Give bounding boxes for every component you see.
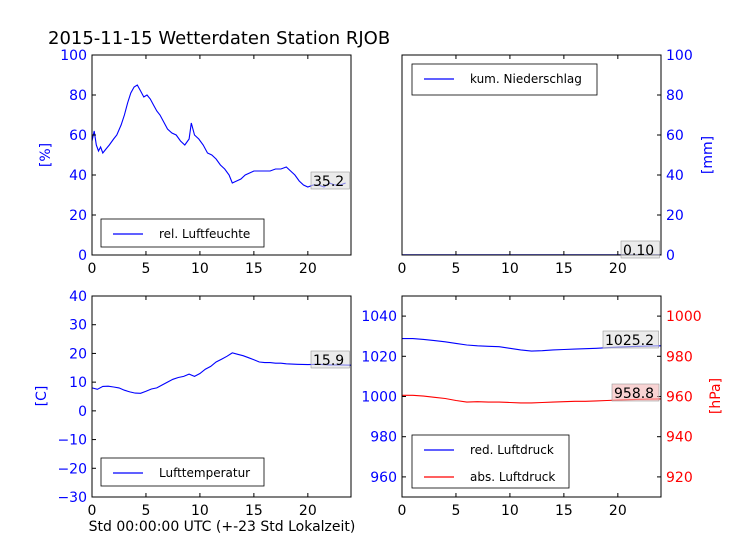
x-tick-label: 20	[299, 503, 317, 519]
y-tick-label: 40	[69, 289, 87, 305]
y-tick-label-right: 20	[666, 208, 684, 224]
last-value-label: 15.9	[313, 353, 344, 369]
y-axis-label: [mm]	[700, 136, 716, 174]
y-tick-label: 20	[69, 208, 87, 224]
y-tick-label: 100	[60, 48, 87, 64]
last-value-label: 958.8	[614, 386, 654, 402]
y-tick-label-right: 940	[666, 430, 693, 446]
y-tick-label-right: 920	[666, 470, 693, 486]
panel-precipitation: 0 5 10 15 20 0 20 40 60 80 100 [mm] kum. Niederschla…	[398, 48, 716, 277]
y-tick-label-right: 40	[666, 168, 684, 184]
x-tick-label: 20	[609, 503, 627, 519]
x-tick-label: 0	[398, 503, 407, 519]
y-tick-label-right: 1000	[666, 309, 702, 325]
y-tick-label-right: 100	[666, 48, 693, 64]
series-line	[91, 352, 352, 394]
panel-temperature: 0 5 10 15 20 −30 −20 −10 0 10 20 30 40 [C] Lufttempera…	[34, 289, 352, 519]
legend-box	[411, 434, 570, 489]
panel-pressure: 0 5 10 15 20 960 980 1000 1020 1040 920 940 960 980 10…	[361, 295, 724, 519]
legend-label: red. Luftdruck	[470, 443, 554, 457]
value-box	[602, 330, 659, 349]
y-tick-label: 60	[69, 128, 87, 144]
y-tick-label: −20	[57, 461, 87, 477]
series-line	[91, 84, 346, 188]
x-tick-label: 0	[88, 503, 97, 519]
legend-label: rel. Luftfeuchte	[159, 227, 250, 241]
last-value-label: 35.2	[313, 174, 344, 190]
axes-frame	[91, 295, 352, 498]
x-tick-label: 5	[451, 261, 460, 277]
x-tick-label: 10	[191, 261, 209, 277]
x-tick-label: 0	[88, 261, 97, 277]
x-tick-label: 10	[191, 503, 209, 519]
y-tick-label: 20	[69, 346, 87, 362]
x-tick-label: 15	[555, 261, 573, 277]
x-tick-label: 15	[245, 261, 263, 277]
last-value-label: 0.10	[623, 243, 654, 259]
y-tick-label-right: 60	[666, 128, 684, 144]
y-tick-label: 980	[370, 430, 397, 446]
value-box	[310, 350, 350, 369]
y-axis-label-right: [hPa]	[708, 378, 724, 414]
value-box	[620, 240, 660, 259]
y-tick-label: 0	[78, 248, 87, 264]
y-tick-label: 1040	[361, 309, 397, 325]
panel-humidity: 0 5 10 15 20 0 20 40 60 80 100 [%] rel. Luftfeuchte 3…	[38, 48, 352, 277]
y-tick-label: 0	[78, 404, 87, 420]
x-tick-label: 10	[501, 503, 519, 519]
legend-box	[100, 218, 265, 248]
x-tick-label: 5	[451, 503, 460, 519]
y-tick-label-right: 80	[666, 88, 684, 104]
y-tick-label-right: 960	[666, 390, 693, 406]
axes-frame	[91, 54, 352, 256]
x-axis-label: Std 00:00:00 UTC (+-23 Std Lokalzeit)	[89, 519, 356, 535]
y-tick-label: −30	[57, 490, 87, 506]
y-tick-label: 1020	[361, 349, 397, 365]
y-tick-label-right: 980	[666, 349, 693, 365]
x-tick-label: 20	[299, 261, 317, 277]
y-tick-label: 10	[69, 375, 87, 391]
y-axis-label: [%]	[38, 143, 54, 167]
y-tick-label: 80	[69, 88, 87, 104]
legend-label: Lufttemperatur	[159, 466, 250, 480]
y-tick-label: −10	[57, 433, 87, 449]
x-tick-label: 0	[398, 261, 407, 277]
y-tick-label: 30	[69, 318, 87, 334]
legend-label: kum. Niederschlag	[470, 72, 582, 86]
last-value-label: 1025.2	[605, 333, 654, 349]
x-tick-label: 15	[555, 503, 573, 519]
y-tick-label-right: 0	[666, 248, 675, 264]
legend-label: abs. Luftdruck	[470, 470, 555, 484]
y-axis-label: [C]	[34, 386, 50, 407]
y-tick-label: 40	[69, 168, 87, 184]
figure-title: 2015-11-15 Wetterdaten Station RJOB	[48, 28, 390, 49]
x-tick-label: 5	[141, 503, 150, 519]
y-tick-label: 960	[370, 470, 397, 486]
x-tick-label: 10	[501, 261, 519, 277]
y-tick-label: 1000	[361, 390, 397, 406]
value-box	[611, 383, 660, 402]
value-box	[310, 171, 350, 190]
x-tick-label: 20	[609, 261, 627, 277]
x-tick-label: 15	[245, 503, 263, 519]
legend-box	[100, 457, 265, 487]
axes-frame	[401, 54, 662, 256]
x-tick-label: 5	[141, 261, 150, 277]
